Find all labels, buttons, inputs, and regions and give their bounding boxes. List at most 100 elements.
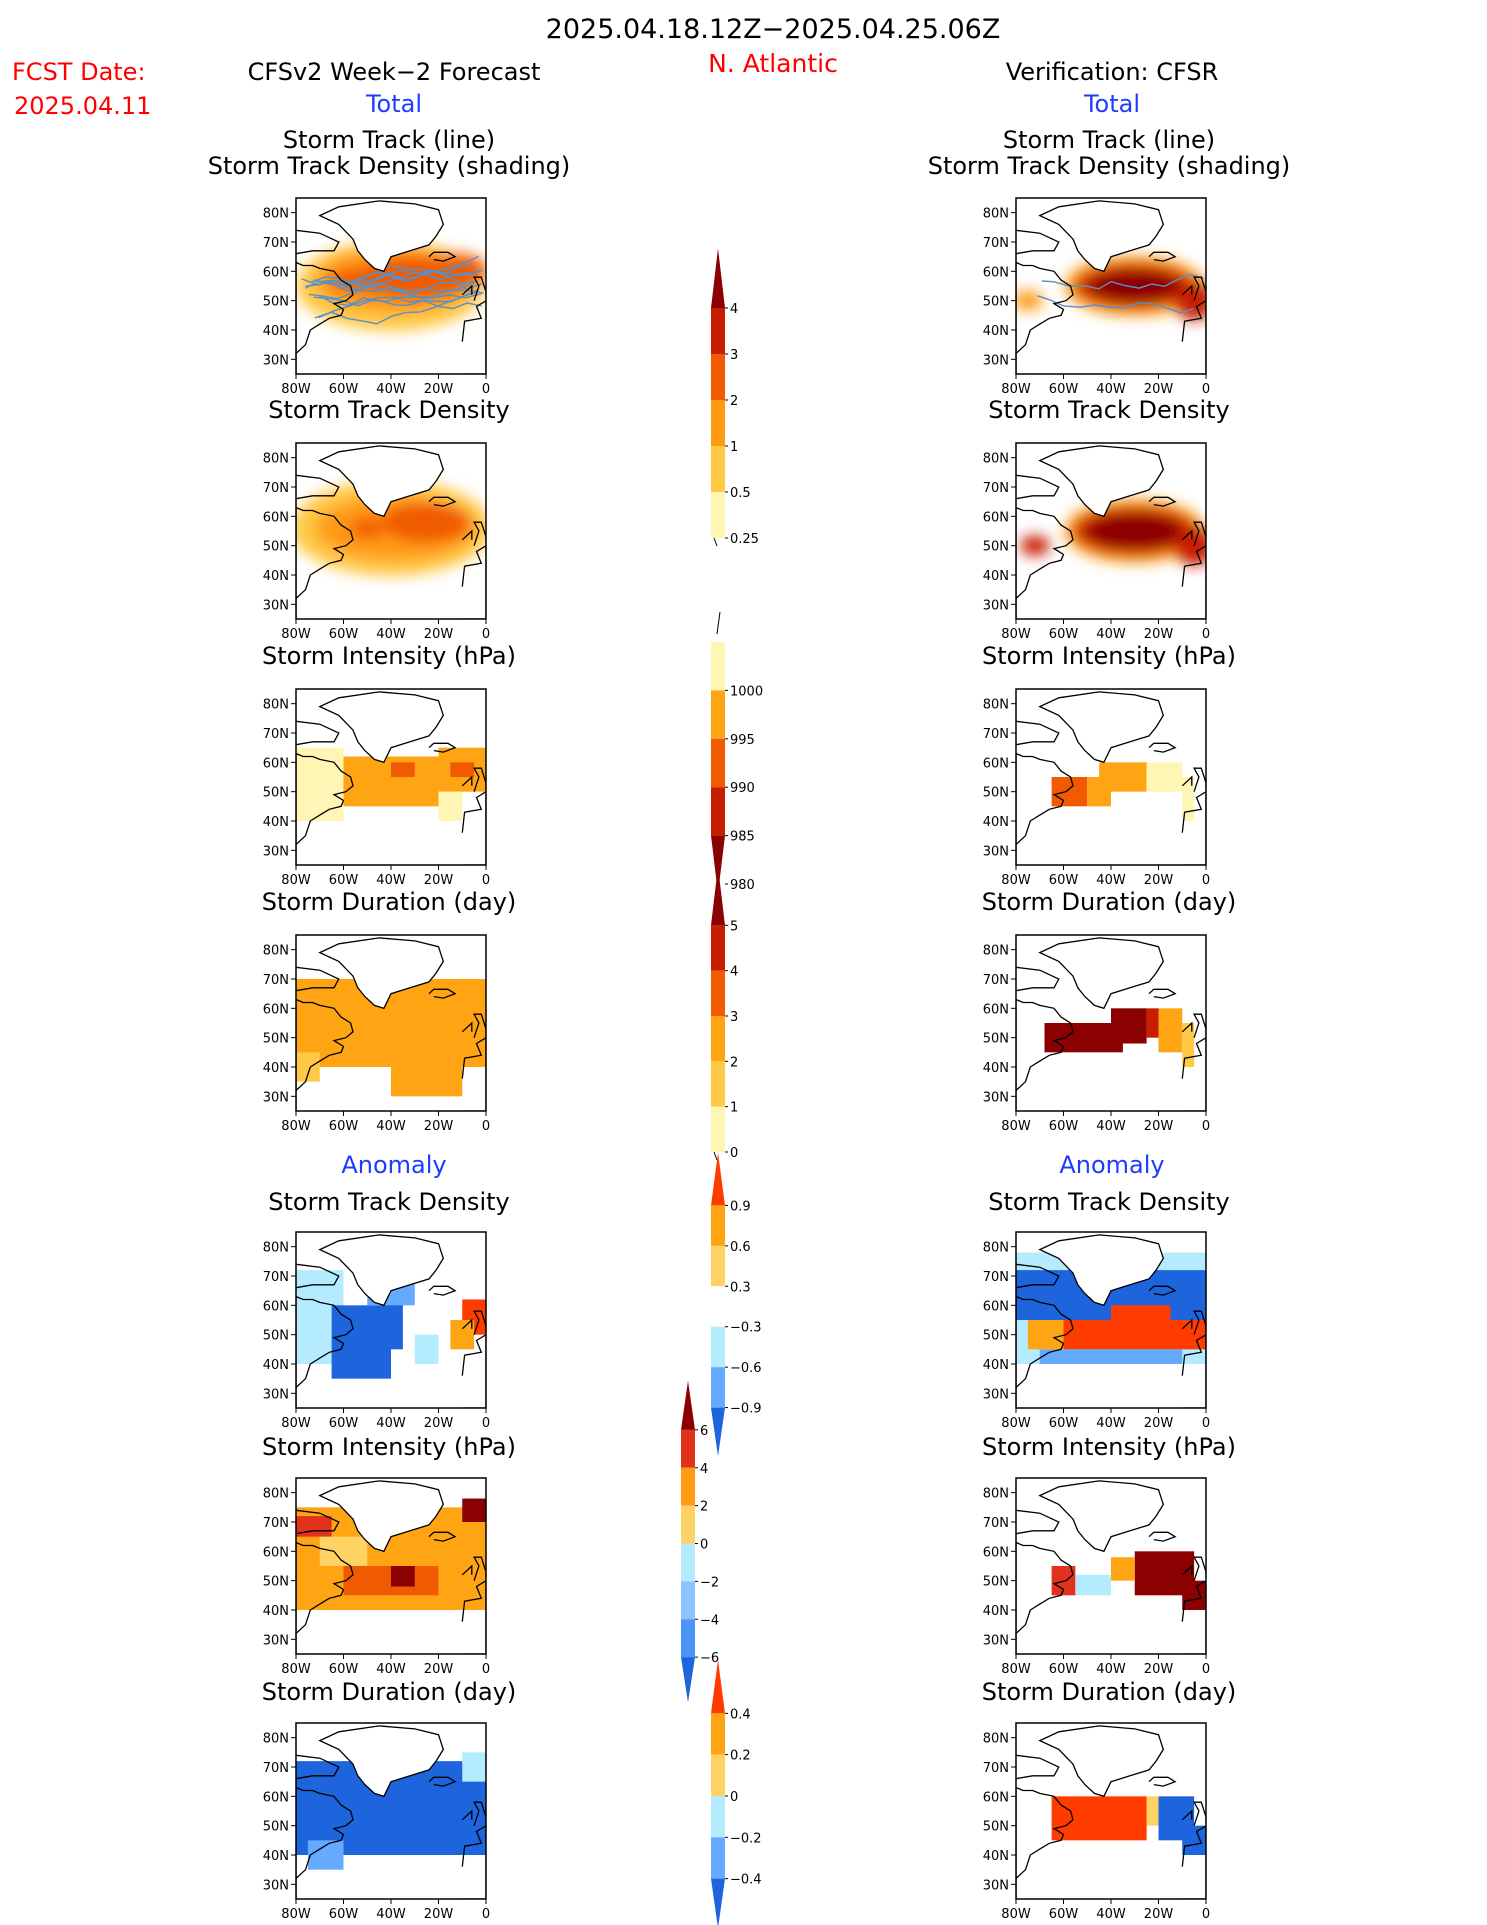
lat-tick-label: 40N <box>263 1849 289 1864</box>
lon-tick-label: 40W <box>376 873 406 888</box>
lat-tick-label: 70N <box>983 1516 1009 1531</box>
lon-tick-label: 60W <box>1049 1119 1079 1134</box>
colorbar-label: 980 <box>730 878 755 893</box>
right-total-label: Total <box>1083 90 1140 118</box>
lat-tick-label: 60N <box>983 756 1009 771</box>
lat-tick-label: 50N <box>983 295 1009 310</box>
lat-tick-label: 80N <box>983 1487 1009 1502</box>
lat-tick-label: 30N <box>983 598 1009 613</box>
colorbar-label: 4 <box>730 965 738 980</box>
colorbar-segment <box>711 354 725 400</box>
lon-tick-label: 0 <box>482 627 490 642</box>
panel-title: Storm Intensity (hPa) <box>262 1433 516 1461</box>
lat-tick-label: 60N <box>263 510 289 525</box>
lon-tick-label: 0 <box>482 1416 490 1431</box>
colorbar-segment <box>711 1659 725 1714</box>
lat-tick-label: 50N <box>983 786 1009 801</box>
lat-tick-label: 30N <box>263 1090 289 1105</box>
lon-tick-label: 40W <box>376 382 406 397</box>
colorbar-density_anom: 0.9 0.6 0.3 −0.3 −0.6 −0.9 <box>711 1152 762 1457</box>
lat-tick-label: 50N <box>263 1032 289 1047</box>
colorbar-segment <box>711 925 725 971</box>
colorbar-segment <box>711 1106 725 1152</box>
colorbar-segment <box>711 1754 725 1796</box>
map-panel-r5-c0: 30N 40N 50N 60N 70N 80N 80W 60W 40W 20W 0 <box>263 1477 490 1677</box>
lat-tick-label: 70N <box>983 481 1009 496</box>
colorbar-segment <box>711 1061 725 1107</box>
lat-tick-label: 50N <box>263 295 289 310</box>
left-column-title: CFSv2 Week−2 Forecast <box>248 58 541 86</box>
lon-tick-label: 20W <box>424 1907 454 1922</box>
fcst-date-value: 2025.04.11 <box>14 92 151 120</box>
lon-tick-label: 40W <box>1096 1662 1126 1677</box>
colorbar-segment <box>711 308 725 354</box>
lat-tick-label: 40N <box>983 1604 1009 1619</box>
colorbar-segment <box>681 1467 695 1506</box>
lon-tick-label: 80W <box>281 1662 311 1677</box>
colorbar-segment <box>711 787 725 836</box>
lat-tick-label: 30N <box>983 1090 1009 1105</box>
lat-tick-label: 60N <box>983 1002 1009 1017</box>
colorbar-label: 5 <box>730 919 738 934</box>
lon-tick-label: 80W <box>1001 1119 1031 1134</box>
panel-title: Storm Track (line) <box>283 126 495 154</box>
lat-tick-label: 50N <box>983 540 1009 555</box>
lon-tick-label: 20W <box>1144 873 1174 888</box>
colorbar-label: 1000 <box>730 684 763 699</box>
map-panel-r2-c1: 30N 40N 50N 60N 70N 80N 80W 60W 40W 20W 0 <box>983 688 1210 888</box>
lat-tick-label: 30N <box>983 1633 1009 1648</box>
lon-tick-label: 60W <box>329 873 359 888</box>
panel-title: Storm Duration (day) <box>982 1678 1237 1706</box>
left-anomaly-label: Anomaly <box>341 1151 446 1179</box>
colorbar-label: 0.5 <box>730 486 751 501</box>
lon-tick-label: 20W <box>1144 382 1174 397</box>
colorbar-segment <box>711 492 725 538</box>
colorbar-segment <box>711 1713 725 1755</box>
lon-tick-label: 20W <box>424 1662 454 1677</box>
lon-tick-label: 40W <box>376 1119 406 1134</box>
map-panel-r0-c1: 30N 40N 50N 60N 70N 80N 80W 60W 40W 20W 0 <box>983 197 1210 397</box>
lon-tick-label: 40W <box>376 1662 406 1677</box>
fcst-date-label: FCST Date: <box>12 58 146 86</box>
lon-tick-label: 0 <box>482 382 490 397</box>
lat-tick-label: 30N <box>263 1633 289 1648</box>
colorbar-duration_anom: 0.4 0.2 0 −0.2 −0.4 <box>711 1659 762 1925</box>
lat-tick-label: 40N <box>263 1358 289 1373</box>
map-panel-r4-c1: 30N 40N 50N 60N 70N 80N 80W 60W 40W 20W 0 <box>983 1231 1210 1431</box>
lat-tick-label: 40N <box>983 569 1009 584</box>
lon-tick-label: 0 <box>1202 1907 1210 1922</box>
colorbar-label: −0.6 <box>730 1361 762 1376</box>
lon-tick-label: 20W <box>1144 1416 1174 1431</box>
colorbar-density: 4 3 2 1 0.5 0.25 <box>711 248 759 547</box>
lat-tick-label: 60N <box>263 756 289 771</box>
colorbar-segment <box>711 1286 725 1327</box>
lon-tick-label: 60W <box>1049 1662 1079 1677</box>
lat-tick-label: 80N <box>983 1732 1009 1747</box>
lat-tick-label: 40N <box>263 815 289 830</box>
lat-tick-label: 70N <box>263 727 289 742</box>
lon-tick-label: 60W <box>1049 873 1079 888</box>
lon-tick-label: 80W <box>1001 1416 1031 1431</box>
lon-tick-label: 80W <box>281 1907 311 1922</box>
lon-tick-label: 80W <box>281 873 311 888</box>
lat-tick-label: 60N <box>983 1545 1009 1560</box>
lon-tick-label: 20W <box>424 627 454 642</box>
panel-title: Storm Intensity (hPa) <box>262 642 516 670</box>
colorbar-label: 1 <box>730 440 738 455</box>
colorbar-segment <box>681 1619 695 1658</box>
colorbar-segment <box>711 446 725 492</box>
lon-tick-label: 0 <box>1202 1662 1210 1677</box>
lon-tick-label: 40W <box>1096 382 1126 397</box>
panel-title: Storm Track (line) <box>1003 126 1215 154</box>
colorbar-label: 0.2 <box>730 1749 751 1764</box>
lat-tick-label: 80N <box>983 698 1009 713</box>
panel-subtitle: Storm Track Density (shading) <box>208 152 571 180</box>
colorbar-intensity: 1000 995 990 985 980 <box>711 611 763 894</box>
lat-tick-label: 80N <box>263 1241 289 1256</box>
lon-tick-label: 0 <box>1202 1416 1210 1431</box>
lon-tick-label: 20W <box>1144 1907 1174 1922</box>
lon-tick-label: 60W <box>1049 1907 1079 1922</box>
period-title: 2025.04.18.12Z−2025.04.25.06Z <box>546 14 1001 45</box>
lat-tick-label: 50N <box>263 786 289 801</box>
colorbar-label: 995 <box>730 733 755 748</box>
